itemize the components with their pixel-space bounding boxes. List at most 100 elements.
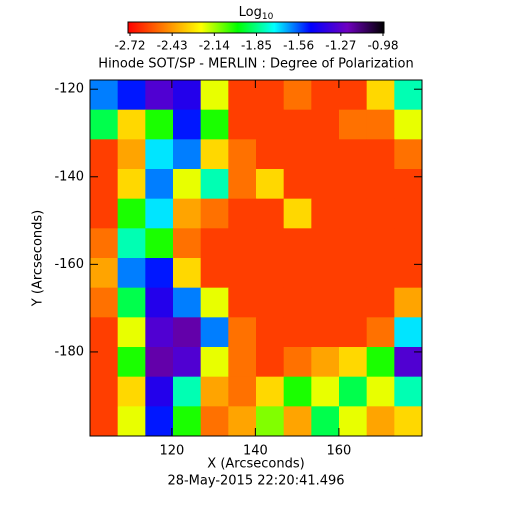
heatmap-cell xyxy=(283,347,312,378)
heatmap-cell xyxy=(283,406,312,437)
heatmap-cell xyxy=(283,80,312,111)
heatmap-cell xyxy=(311,376,340,407)
colorbar xyxy=(127,21,385,34)
heatmap-cell xyxy=(90,228,119,259)
y-tick-label: -120 xyxy=(54,82,84,97)
heatmap-cell xyxy=(394,258,423,289)
heatmap-cell xyxy=(90,198,119,229)
heatmap-cell xyxy=(145,317,174,348)
heatmap-cell xyxy=(228,287,257,318)
heatmap-cell xyxy=(228,169,257,200)
heatmap-cell xyxy=(200,287,229,318)
heatmap-cell xyxy=(339,80,368,111)
colorbar-tick-label: -2.14 xyxy=(199,39,230,53)
heatmap-cell xyxy=(283,317,312,348)
heatmap-cell xyxy=(117,347,146,378)
heatmap-cell xyxy=(200,258,229,289)
heatmap-cell xyxy=(311,317,340,348)
heatmap-cell xyxy=(200,228,229,259)
heatmap-cell xyxy=(311,139,340,170)
heatmap-cell xyxy=(173,406,202,437)
heatmap-cell xyxy=(145,376,174,407)
heatmap-cell xyxy=(283,258,312,289)
heatmap-cell xyxy=(394,169,423,200)
heatmap-cell xyxy=(283,198,312,229)
heatmap-cell xyxy=(283,287,312,318)
heatmap-cell xyxy=(311,169,340,200)
heatmap-cell xyxy=(228,109,257,140)
heatmap-cell xyxy=(145,139,174,170)
heatmap-cell xyxy=(200,139,229,170)
heatmap-cell xyxy=(90,258,119,289)
heatmap-cell xyxy=(145,406,174,437)
heatmap-cell xyxy=(90,376,119,407)
heatmap-cell xyxy=(366,228,395,259)
heatmap-cell xyxy=(145,258,174,289)
heatmap-cell xyxy=(394,139,423,170)
heatmap-cell xyxy=(394,376,423,407)
heatmap-cell xyxy=(145,228,174,259)
heatmap-cell xyxy=(394,317,423,348)
heatmap-cell xyxy=(311,109,340,140)
heatmap-cell xyxy=(145,80,174,111)
heatmap-cell xyxy=(366,139,395,170)
heatmap-cell xyxy=(339,139,368,170)
heatmap-cell xyxy=(90,109,119,140)
heatmap-cell xyxy=(311,287,340,318)
heatmap-cell xyxy=(117,258,146,289)
chart-title: Hinode SOT/SP - MERLIN : Degree of Polar… xyxy=(98,57,413,72)
heatmap-cell xyxy=(256,228,285,259)
colorbar-label: Log10 xyxy=(239,5,274,22)
heatmap-cell xyxy=(366,169,395,200)
heatmap-cell xyxy=(311,228,340,259)
colorbar-tick-label: -0.98 xyxy=(367,39,398,53)
heatmap-cell xyxy=(145,109,174,140)
heatmap-cell xyxy=(117,139,146,170)
heatmap-cell xyxy=(256,317,285,348)
heatmap-cell xyxy=(311,198,340,229)
colorbar-tick-label: -1.56 xyxy=(283,39,314,53)
heatmap-cell xyxy=(394,287,423,318)
heatmap-cell xyxy=(283,109,312,140)
heatmap-cell xyxy=(200,347,229,378)
heatmap-cell xyxy=(339,347,368,378)
heatmap-cell xyxy=(173,376,202,407)
heatmap-cell xyxy=(311,258,340,289)
heatmap-cell xyxy=(228,317,257,348)
heatmap-cell xyxy=(394,80,423,111)
heatmap-cell xyxy=(90,80,119,111)
heatmap-cell xyxy=(256,80,285,111)
heatmap-cell xyxy=(173,287,202,318)
heatmap-cell xyxy=(256,376,285,407)
heatmap-cell xyxy=(283,169,312,200)
heatmap-cell xyxy=(366,80,395,111)
heatmap-cell xyxy=(228,258,257,289)
heatmap-cell xyxy=(173,258,202,289)
heatmap-cell xyxy=(90,317,119,348)
heatmap-cell xyxy=(339,198,368,229)
heatmap-cell xyxy=(228,139,257,170)
heatmap-cell xyxy=(366,376,395,407)
heatmap-cell xyxy=(173,317,202,348)
heatmap-cell xyxy=(117,198,146,229)
heatmap-cell xyxy=(339,258,368,289)
heatmap-cell xyxy=(366,406,395,437)
heatmap-cell xyxy=(256,169,285,200)
heatmap-cell xyxy=(366,287,395,318)
heatmap-cell xyxy=(228,347,257,378)
heatmap-cell xyxy=(311,406,340,437)
x-tick-label: 120 xyxy=(159,444,184,459)
y-tick-label: -160 xyxy=(54,257,84,272)
heatmap-cell xyxy=(173,198,202,229)
plot-frame xyxy=(89,79,423,437)
heatmap-cell xyxy=(339,287,368,318)
heatmap-cell xyxy=(173,228,202,259)
heatmap-cell xyxy=(256,287,285,318)
heatmap-cell xyxy=(394,228,423,259)
heatmap-cell xyxy=(90,287,119,318)
heatmap-cell xyxy=(173,139,202,170)
y-tick-label: -180 xyxy=(54,344,84,359)
heatmap-cell xyxy=(173,80,202,111)
heatmap-cell xyxy=(339,406,368,437)
